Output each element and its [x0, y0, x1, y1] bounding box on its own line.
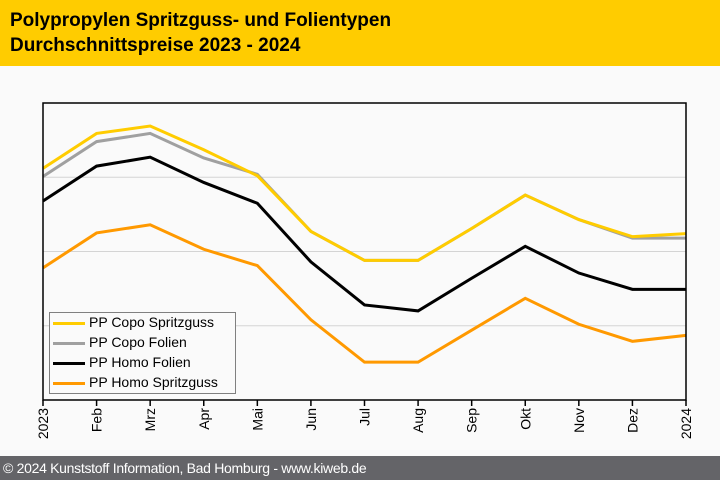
legend-item: PP Copo Spritzguss: [50, 313, 235, 333]
legend-item: PP Copo Folien: [50, 333, 235, 353]
x-tick-label: Apr: [196, 408, 212, 430]
legend-label: PP Homo Spritzguss: [89, 374, 218, 390]
legend-label: PP Homo Folien: [89, 354, 191, 370]
series-line-pp-homo-folien: [42, 155, 686, 313]
legend-swatch: [53, 382, 85, 385]
x-tick-label: 2024: [678, 408, 694, 439]
x-tick-label: Aug: [410, 408, 426, 433]
legend-swatch: [53, 342, 85, 345]
series-line-pp-homo-spritzguss: [42, 223, 687, 364]
line-chart: 2023 Feb Mrz Apr Mai Jun Jul Aug Sep Okt Nov Dez 202…: [35, 102, 694, 439]
header-banner: Polypropylen Spritzguss- und Folientypen…: [0, 0, 720, 66]
legend-label: PP Copo Folien: [89, 334, 187, 350]
x-axis: 2023 Feb Mrz Apr Mai Jun Jul Aug Sep Okt Nov Dez 202…: [35, 400, 694, 439]
chart-title-line1: Polypropylen Spritzguss- und Folientypen: [10, 10, 392, 31]
copyright-text: © 2024 Kunststoff Information, Bad Hombu…: [3, 460, 367, 476]
legend-swatch: [53, 362, 85, 365]
x-tick-label: Jun: [303, 408, 319, 431]
x-tick-label: Okt: [517, 408, 533, 430]
x-tick-label: Jul: [357, 408, 373, 426]
chart-title-line2: Durchschnittspreise 2023 - 2024: [10, 35, 301, 56]
x-tick-label: Nov: [571, 408, 587, 433]
legend-item: PP Homo Folien: [50, 353, 235, 373]
series-line-pp-copo-spritzguss: [42, 124, 687, 262]
footer-bar: © 2024 Kunststoff Information, Bad Hombu…: [0, 456, 720, 480]
legend-label: PP Copo Spritzguss: [89, 314, 215, 330]
x-tick-label: Dez: [624, 408, 640, 433]
x-tick-label: Mai: [249, 408, 265, 431]
legend-swatch: [53, 322, 85, 325]
x-tick-label: 2023: [35, 408, 51, 439]
x-tick-label: Mrz: [142, 408, 158, 431]
legend-item: PP Homo Spritzguss: [50, 373, 235, 393]
x-tick-label: Feb: [89, 408, 105, 432]
x-tick-label: Sep: [464, 408, 480, 433]
legend: PP Copo Spritzguss PP Copo Folien PP Hom…: [49, 312, 236, 394]
series-lines: [42, 124, 687, 364]
